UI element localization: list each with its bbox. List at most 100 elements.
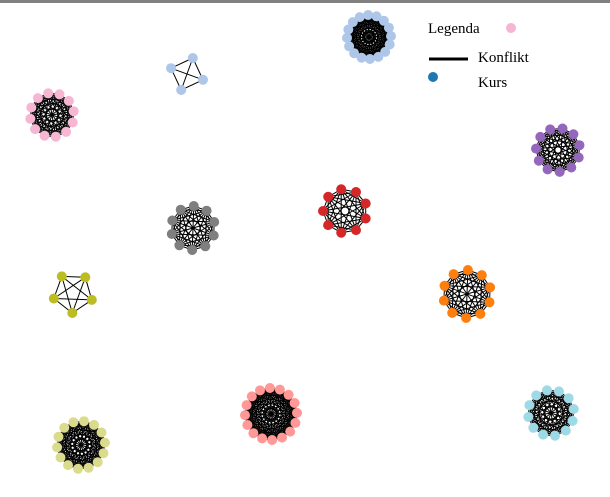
course-node	[201, 205, 212, 216]
conflict-edge	[465, 287, 491, 319]
conflict-edge	[547, 144, 580, 170]
conflict-edge	[179, 235, 214, 246]
conflict-edge	[348, 29, 392, 37]
conflict-edge	[327, 191, 357, 226]
course-node	[187, 53, 198, 63]
conflict-edge	[533, 408, 574, 429]
course-node	[98, 448, 109, 459]
conflict-edge	[88, 442, 106, 469]
cluster-pink	[25, 88, 79, 142]
conflict-edge	[56, 446, 98, 463]
conflict-edge	[253, 412, 298, 434]
course-node	[476, 270, 487, 281]
course-node	[349, 48, 360, 59]
course-node	[524, 400, 535, 411]
course-node	[447, 307, 458, 318]
course-node	[574, 140, 585, 151]
conflict-edge	[444, 274, 482, 287]
course-node	[257, 433, 268, 444]
course-node	[52, 442, 63, 453]
conflict-edge	[180, 209, 215, 223]
course-node	[32, 93, 43, 104]
conflict-edge	[340, 189, 357, 231]
course-node	[67, 117, 78, 128]
course-node	[439, 280, 450, 291]
course-node	[50, 131, 61, 142]
course-node	[166, 229, 177, 239]
conflict-edge	[34, 110, 74, 130]
conflict-edge	[180, 57, 194, 91]
conflict-edge	[83, 421, 99, 463]
conflict-edge	[246, 404, 298, 414]
conflict-edge	[465, 274, 483, 319]
conflict-edge	[361, 35, 392, 59]
course-node	[336, 184, 347, 195]
conflict-edge	[67, 422, 74, 466]
course-node	[563, 393, 574, 404]
conflict-edge	[88, 424, 95, 468]
course-node	[208, 230, 219, 241]
course-node	[448, 269, 459, 280]
cluster-orange	[438, 265, 496, 323]
conflict-edge	[451, 274, 455, 313]
conflict-edge	[60, 422, 74, 458]
conflict-edge	[171, 233, 206, 247]
conflict-edge	[528, 408, 574, 418]
course-node	[347, 17, 358, 28]
conflict-edge	[443, 269, 469, 301]
course-node	[336, 227, 347, 238]
course-node	[542, 385, 552, 396]
conflict-edge	[535, 133, 574, 150]
conflict-edge	[444, 285, 491, 288]
course-node	[176, 85, 187, 95]
conflict-edge	[352, 21, 389, 29]
course-node	[566, 162, 577, 173]
conflict-edge	[353, 35, 392, 54]
course-node	[557, 123, 568, 134]
conflict-edge	[538, 144, 580, 162]
conflict-edge	[251, 395, 298, 414]
conflict-edge	[327, 196, 357, 231]
conflict-edge	[443, 286, 491, 302]
course-node	[264, 383, 275, 393]
course-node	[323, 191, 334, 202]
course-node	[241, 400, 252, 411]
conflict-edge	[529, 404, 574, 410]
conflict-edge	[37, 97, 69, 102]
course-node	[344, 41, 355, 52]
course-node	[354, 12, 365, 23]
course-node	[63, 95, 74, 106]
conflict-edge	[77, 432, 102, 470]
course-node	[568, 129, 579, 140]
conflict-edge	[246, 394, 289, 406]
course-node	[166, 63, 176, 74]
course-node	[248, 428, 259, 439]
cluster-light-blue-top	[342, 10, 396, 64]
conflict-edge	[261, 412, 298, 439]
course-node	[80, 272, 91, 283]
course-node	[364, 54, 375, 64]
conflict-edge	[261, 402, 295, 439]
conflict-edge	[244, 389, 281, 416]
course-node	[290, 417, 301, 428]
conflict-edge	[191, 221, 215, 251]
course-node	[61, 126, 72, 137]
conflict-edge	[559, 144, 580, 173]
conflict-edge	[171, 210, 207, 235]
course-node	[438, 295, 449, 306]
conflict-edge	[359, 16, 392, 37]
conflict-edge	[57, 442, 105, 448]
conflict-edge	[71, 277, 86, 314]
conflict-edge	[172, 210, 207, 221]
course-node	[292, 407, 302, 418]
conflict-edge	[67, 432, 102, 466]
conflict-edge	[452, 301, 490, 314]
legend-node-marker	[428, 72, 438, 82]
conflict-edge	[443, 274, 483, 302]
course-node	[538, 429, 549, 440]
conflict-edge	[179, 221, 215, 246]
conflict-edge	[540, 136, 580, 146]
conflict-edge	[259, 389, 298, 414]
course-node	[573, 152, 584, 163]
course-node	[200, 241, 211, 252]
